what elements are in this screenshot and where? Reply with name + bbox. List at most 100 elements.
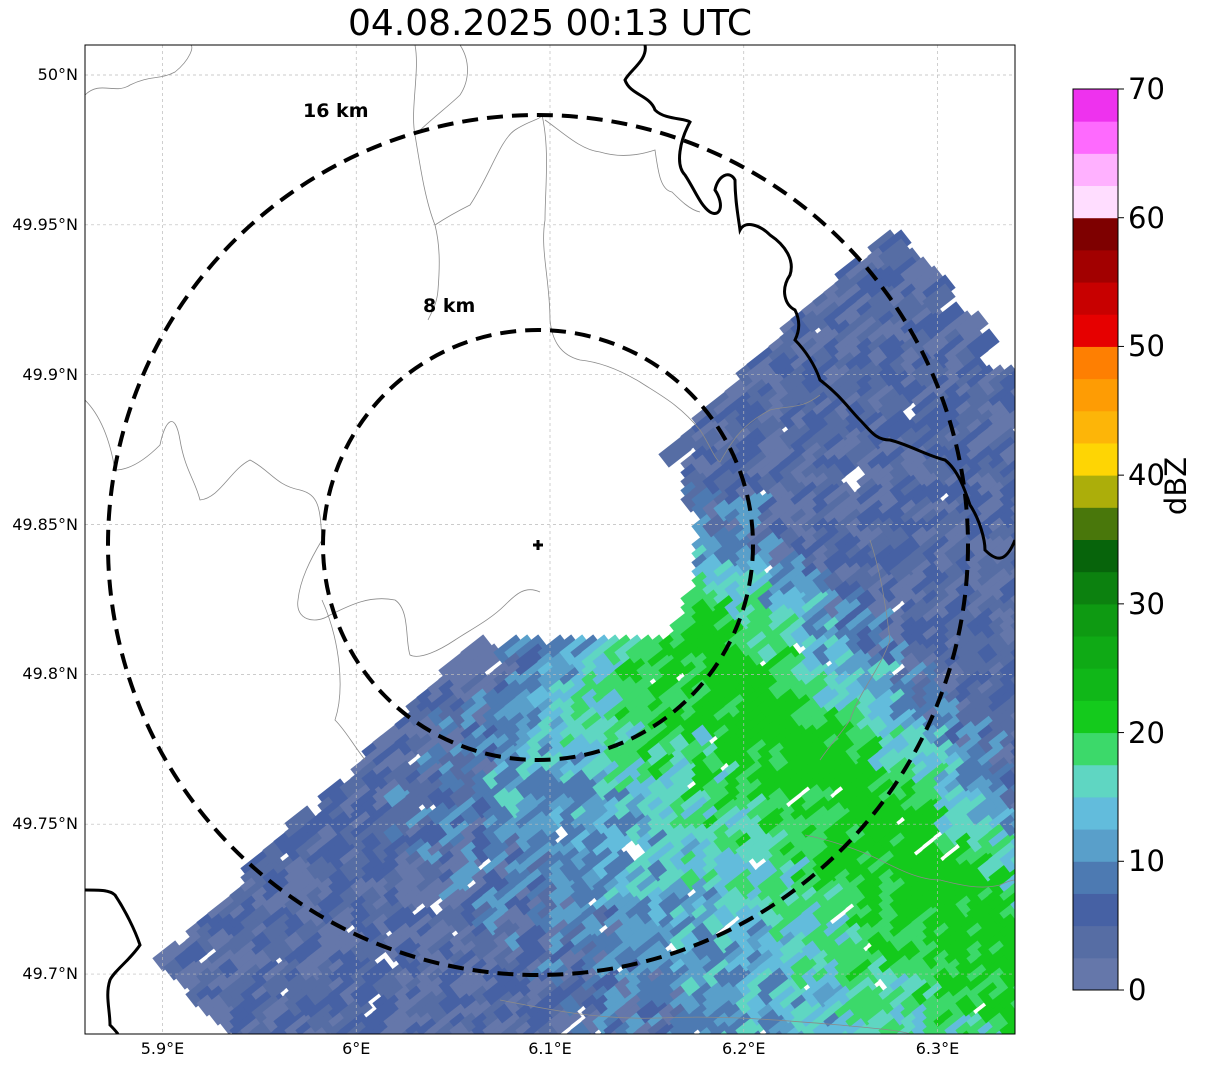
colorbar-swatch [1073,571,1118,605]
echo-cell [1010,1039,1043,1069]
latitude-tick-label: 49.9°N [22,364,78,384]
echo-cell [790,1030,824,1034]
colorbar-tick-label: 60 [1128,200,1165,235]
echo-cell [284,1039,317,1069]
echo-cell [779,1039,812,1069]
echo-cell [603,1030,637,1034]
longitude-tick-label: 6.1°E [528,1039,572,1058]
range-ring-16km [106,113,970,977]
echo-cell [966,796,1000,828]
echo-cell [273,1030,307,1034]
colorbar-swatch [1073,539,1118,573]
echo-cell [999,499,1015,531]
echo-cell [999,733,1015,765]
echo-cell [801,1030,835,1034]
colorbar-swatch [1073,185,1118,219]
colorbar-swatch [1073,764,1118,798]
echo-cell [999,931,1015,963]
longitude-tick-label: 6.3°E [915,1039,960,1058]
echo-cell [240,1030,274,1034]
echo-cell [878,391,912,423]
echo-cell [977,1039,1010,1069]
colorbar-swatch [1073,700,1118,734]
colorbar-swatch [1073,957,1118,991]
colorbar-label: dBZ [1159,456,1193,516]
echo-cell [999,382,1015,414]
colorbar-swatch [1073,603,1118,637]
country-borders [85,45,1015,1034]
colorbar-tick-label: 10 [1128,844,1165,879]
echo-cell [405,1030,439,1034]
echo-cell [713,850,747,882]
echo-cell [471,1039,504,1069]
echo-cell [669,1039,702,1069]
colorbar-swatch [1073,732,1118,766]
range-ring-8km [321,328,755,762]
colorbar-swatch [1073,442,1118,476]
echo-cell [999,364,1015,396]
colorbar-swatch [1073,121,1118,154]
radar-site-marker [533,540,543,550]
echo-cell [658,436,692,468]
echo-cell [383,796,417,828]
echo-cell [449,1039,482,1069]
echo-cell [284,1030,318,1034]
echo-cell [867,1030,901,1034]
echo-cell [779,1030,813,1034]
echo-cell [988,409,1015,441]
echo-cell [603,1039,636,1069]
colorbar-swatch [1073,636,1118,669]
echo-cell [845,1039,878,1069]
echo-cell [977,1030,1011,1034]
colorbar-tick-label: 70 [1128,72,1165,106]
latitude-tick-label: 49.7°N [22,964,78,984]
colorbar-swatch [1073,217,1118,251]
echo-cell [449,859,483,891]
colorbar-swatch [1073,346,1118,380]
echo-cell [812,1039,845,1069]
echo-cell [471,1030,505,1034]
echo-cell [856,1039,889,1069]
map-title: 04.08.2025 00:13 UTC [347,3,753,44]
echo-cell [647,1030,681,1034]
echo-cell [460,1030,494,1034]
echo-cell [933,301,967,333]
echo-cell [823,850,857,882]
echo-cell [1010,1030,1015,1034]
echo-cell [262,1039,295,1069]
echo-cell [636,1039,669,1069]
echo-cell [592,1030,626,1034]
colorbar-swatch [1073,475,1118,508]
echo-cell [647,1039,680,1069]
echo-cell [900,256,934,288]
colorbar-swatch [1073,893,1118,927]
colorbar-swatch [1073,925,1118,959]
latitude-tick-label: 50°N [37,64,78,84]
colorbar-swatch [1073,89,1118,122]
gridlines [85,45,1015,1034]
longitude-tick-label: 6.2°E [721,1039,766,1058]
echo-cell [999,661,1015,693]
latitude-tick-label: 49.75°N [12,814,78,834]
echo-cell [999,994,1015,1026]
echo-cell [790,1039,823,1069]
echo-cell [669,1030,703,1034]
range-ring-label-16km: 16 km [303,100,369,122]
echo-cell [515,940,549,972]
echo-cell [878,238,912,270]
longitude-tick-label: 6°E [342,1039,371,1058]
echo-cell [999,544,1015,576]
echo-cell [251,1030,285,1034]
colorbar-tick-label: 50 [1128,329,1165,364]
reflectivity-echoes [152,229,1043,1069]
echo-cell [394,1039,427,1069]
colorbar-swatch [1073,668,1118,701]
echo-cell [614,1039,647,1069]
colorbar-swatch [1073,507,1118,540]
echo-cell [438,1030,472,1034]
echo-cell [999,1030,1015,1034]
latitude-tick-label: 49.85°N [12,514,78,534]
echo-cell [834,1039,867,1069]
echo-cell [790,697,824,729]
